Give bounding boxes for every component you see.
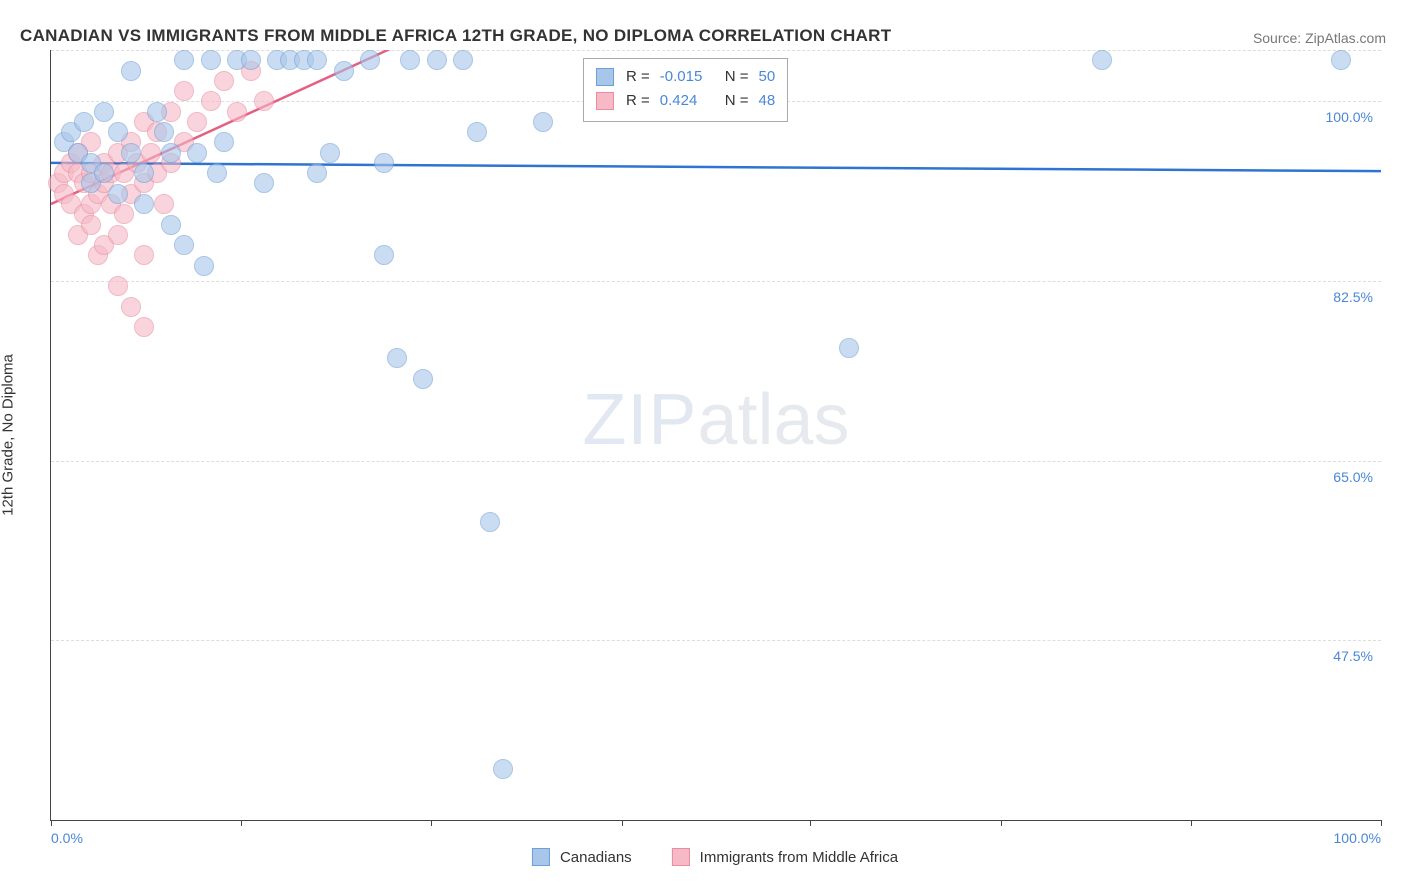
scatter-plot: ZIPatlas 47.5%65.0%82.5%100.0%0.0%100.0%… xyxy=(50,50,1381,821)
data-point xyxy=(141,143,161,163)
data-point xyxy=(154,194,174,214)
data-point xyxy=(147,102,167,122)
data-point xyxy=(207,163,227,183)
data-point xyxy=(453,50,473,70)
data-point xyxy=(214,71,234,91)
data-point xyxy=(1092,50,1112,70)
data-point xyxy=(121,143,141,163)
data-point xyxy=(254,173,274,193)
data-point xyxy=(839,338,859,358)
data-point xyxy=(201,50,221,70)
legend-item: Immigrants from Middle Africa xyxy=(672,848,898,866)
data-point xyxy=(214,132,234,152)
legend-item: Canadians xyxy=(532,848,632,866)
data-point xyxy=(307,163,327,183)
legend-swatch-icon xyxy=(672,848,690,866)
data-point xyxy=(320,143,340,163)
data-point xyxy=(187,112,207,132)
data-point xyxy=(114,204,134,224)
n-value: 50 xyxy=(759,65,776,89)
trend-lines xyxy=(51,50,1381,820)
data-point xyxy=(334,61,354,81)
data-point xyxy=(360,50,380,70)
x-tick-mark xyxy=(810,820,811,826)
chart-title: CANADIAN VS IMMIGRANTS FROM MIDDLE AFRIC… xyxy=(20,26,891,46)
stats-legend: R = -0.015 N = 50 R = 0.424 N = 48 xyxy=(583,58,788,122)
data-point xyxy=(121,297,141,317)
legend-swatch-icon xyxy=(596,68,614,86)
data-point xyxy=(1331,50,1351,70)
x-tick-mark xyxy=(1191,820,1192,826)
r-value: 0.424 xyxy=(660,89,715,113)
x-tick-label: 100.0% xyxy=(1334,830,1381,846)
data-point xyxy=(194,256,214,276)
data-point xyxy=(187,143,207,163)
x-tick-mark xyxy=(431,820,432,826)
data-point xyxy=(400,50,420,70)
stats-row: R = -0.015 N = 50 xyxy=(596,65,775,89)
data-point xyxy=(108,276,128,296)
data-point xyxy=(467,122,487,142)
data-point xyxy=(81,215,101,235)
data-point xyxy=(108,184,128,204)
data-point xyxy=(493,759,513,779)
data-point xyxy=(227,102,247,122)
x-tick-mark xyxy=(622,820,623,826)
legend-label: Canadians xyxy=(560,849,632,866)
data-point xyxy=(121,61,141,81)
data-point xyxy=(161,143,181,163)
data-point xyxy=(533,112,553,132)
data-point xyxy=(374,245,394,265)
source-attribution: Source: ZipAtlas.com xyxy=(1253,30,1386,46)
n-value: 48 xyxy=(759,89,776,113)
data-point xyxy=(427,50,447,70)
y-axis-label: 12th Grade, No Diploma xyxy=(0,354,17,516)
data-point xyxy=(161,215,181,235)
stats-row: R = 0.424 N = 48 xyxy=(596,89,775,113)
x-tick-label: 0.0% xyxy=(51,830,83,846)
x-tick-mark xyxy=(241,820,242,826)
x-tick-mark xyxy=(51,820,52,826)
data-point xyxy=(174,50,194,70)
data-point xyxy=(108,122,128,142)
n-label: N = xyxy=(725,89,749,113)
series-legend: Canadians Immigrants from Middle Africa xyxy=(532,848,898,866)
data-point xyxy=(413,369,433,389)
data-point xyxy=(254,91,274,111)
r-label: R = xyxy=(626,65,650,89)
data-point xyxy=(134,194,154,214)
data-point xyxy=(480,512,500,532)
data-point xyxy=(374,153,394,173)
data-point xyxy=(154,122,174,142)
legend-swatch-icon xyxy=(596,92,614,110)
legend-swatch-icon xyxy=(532,848,550,866)
r-value: -0.015 xyxy=(660,65,715,89)
x-tick-mark xyxy=(1381,820,1382,826)
legend-label: Immigrants from Middle Africa xyxy=(700,849,898,866)
data-point xyxy=(174,81,194,101)
data-point xyxy=(74,112,94,132)
data-point xyxy=(134,163,154,183)
data-point xyxy=(307,50,327,70)
data-point xyxy=(108,225,128,245)
data-point xyxy=(94,163,114,183)
data-point xyxy=(134,317,154,337)
data-point xyxy=(201,91,221,111)
data-point xyxy=(134,245,154,265)
data-point xyxy=(174,235,194,255)
data-point xyxy=(94,102,114,122)
x-tick-mark xyxy=(1001,820,1002,826)
r-label: R = xyxy=(626,89,650,113)
n-label: N = xyxy=(725,65,749,89)
data-point xyxy=(241,50,261,70)
data-point xyxy=(387,348,407,368)
